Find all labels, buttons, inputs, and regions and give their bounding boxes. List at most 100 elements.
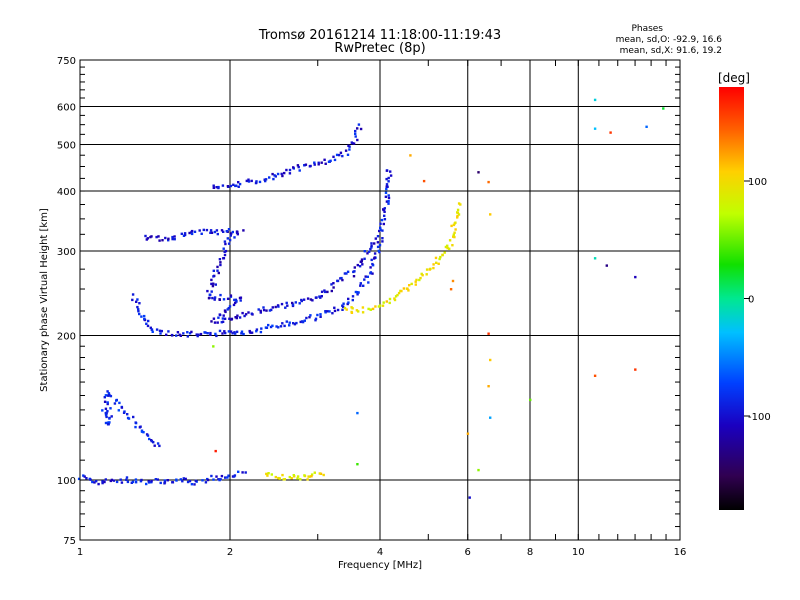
echo-point <box>593 127 597 130</box>
echo-point <box>456 211 459 214</box>
echo-point <box>131 480 135 484</box>
echo-point <box>265 326 269 329</box>
echo-point <box>181 480 184 483</box>
echo-point <box>356 263 359 267</box>
echo-point <box>216 269 219 272</box>
echo-point <box>106 410 109 413</box>
echo-point <box>347 297 350 301</box>
echo-point <box>137 310 140 313</box>
echo-point <box>267 472 270 475</box>
echo-point <box>400 289 403 293</box>
echo-point <box>354 129 357 133</box>
echo-point <box>324 290 327 294</box>
echo-point <box>215 475 218 478</box>
echo-point <box>212 186 215 189</box>
echo-point <box>343 272 347 275</box>
echo-point <box>418 278 421 282</box>
echo-point <box>383 207 386 210</box>
echo-point <box>286 304 289 307</box>
echo-point <box>259 309 262 313</box>
echo-point <box>373 252 377 255</box>
echo-point <box>378 229 381 233</box>
echo-point <box>283 171 286 175</box>
echo-point <box>229 184 233 188</box>
echo-point <box>344 149 348 152</box>
colorbar-tick-label: -100 <box>748 412 771 423</box>
echo-point <box>468 496 471 499</box>
echo-point <box>232 303 236 307</box>
echo-point <box>291 304 295 308</box>
echo-point <box>150 440 154 443</box>
echo-point <box>250 331 254 334</box>
echo-point <box>340 276 343 280</box>
echo-point <box>452 233 455 236</box>
echo-point <box>273 174 276 177</box>
echo-point <box>296 477 299 480</box>
echo-point <box>302 298 306 301</box>
echo-point <box>198 229 201 232</box>
echo-point <box>314 317 318 320</box>
echo-point <box>223 240 227 243</box>
echo-point <box>180 232 183 235</box>
echo-point <box>428 268 431 271</box>
echo-point <box>212 317 216 320</box>
echo-point <box>396 293 399 297</box>
echo-point <box>193 483 196 486</box>
echo-point <box>160 329 163 333</box>
echo-point <box>350 311 354 314</box>
echo-point <box>385 185 388 188</box>
x-axis-label: Frequency [MHz] <box>338 560 422 571</box>
echo-point <box>233 298 236 302</box>
echo-point <box>213 298 216 301</box>
echo-point <box>248 329 251 333</box>
echo-point <box>342 305 345 308</box>
echo-point <box>134 425 137 429</box>
echo-point <box>206 478 210 482</box>
echo-point <box>207 297 211 300</box>
echo-point <box>409 154 412 157</box>
echo-point <box>422 179 426 183</box>
echo-point <box>456 208 460 212</box>
x-tick-label: 16 <box>674 547 687 558</box>
echo-point <box>216 321 219 324</box>
echo-point <box>240 332 243 335</box>
echo-point <box>152 441 155 444</box>
echo-point <box>103 480 106 484</box>
echo-point <box>419 276 422 280</box>
echo-point <box>394 295 398 298</box>
echo-point <box>313 163 316 166</box>
echo-point <box>489 213 492 216</box>
echo-point <box>446 246 449 250</box>
echo-point <box>425 268 429 271</box>
echo-point <box>259 311 262 314</box>
echo-point <box>347 144 350 147</box>
echo-point <box>330 289 333 293</box>
echo-point <box>605 264 608 267</box>
echo-point <box>139 480 143 483</box>
echo-point <box>233 236 236 239</box>
echo-point <box>106 390 109 393</box>
echo-point <box>342 302 345 305</box>
echo-point <box>414 283 417 286</box>
echo-point <box>163 481 167 484</box>
echo-point <box>265 472 268 476</box>
echo-points <box>77 98 665 499</box>
echo-point <box>279 325 283 328</box>
echo-point <box>354 290 358 294</box>
echo-point <box>274 475 277 479</box>
echo-point <box>345 272 348 275</box>
x-axis-ticks: 1 2 4 6 8 10 16 <box>77 60 687 558</box>
echo-point <box>259 330 263 334</box>
echo-point <box>120 481 124 484</box>
echo-point <box>593 374 597 377</box>
echo-point <box>247 180 251 183</box>
echo-point <box>324 310 327 313</box>
echo-point <box>284 306 287 309</box>
chart-subtitle: RwPretec (8p) <box>334 41 425 56</box>
echo-point <box>127 417 131 420</box>
echo-point <box>171 481 175 484</box>
echo-point <box>373 256 376 259</box>
grid-lines <box>80 60 680 540</box>
echo-point <box>190 483 194 486</box>
